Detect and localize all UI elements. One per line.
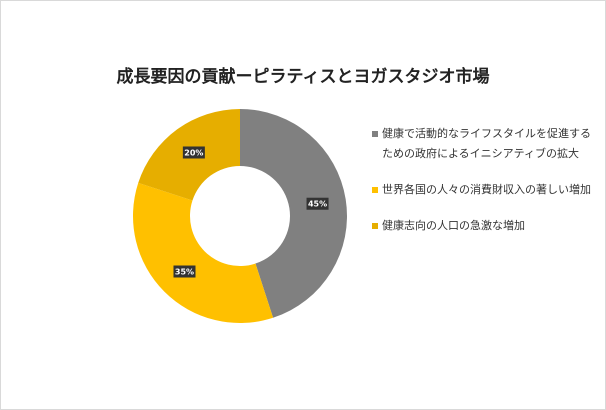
chart-legend: 健康で活動的なライフスタイルを促進するための政府によるイニシアティブの拡大 世界…	[372, 124, 592, 252]
legend-item: 世界各国の人々の消費財収入の著しい増加	[372, 180, 592, 200]
data-label: 35%	[173, 265, 196, 278]
data-label: 20%	[182, 146, 205, 159]
donut-slice	[240, 109, 348, 318]
legend-swatch	[372, 131, 378, 137]
legend-item: 健康志向の人口の急激な増加	[372, 216, 592, 236]
data-label-text: 35%	[175, 268, 194, 277]
data-label-text: 45%	[308, 200, 327, 209]
legend-swatch	[372, 223, 378, 229]
legend-label: 健康志向の人口の急激な増加	[382, 219, 525, 232]
data-label-box	[306, 197, 329, 210]
data-label-box	[173, 265, 196, 278]
legend-label: 健康で活動的なライフスタイルを促進するための政府によるイニシアティブの拡大	[382, 127, 591, 160]
legend-label: 世界各国の人々の消費財収入の著しい増加	[382, 183, 591, 196]
legend-swatch	[372, 187, 378, 193]
chart-title: 成長要因の貢献ーピラティスとヨガスタジオ市場	[116, 67, 490, 87]
legend-item: 健康で活動的なライフスタイルを促進するための政府によるイニシアティブの拡大	[372, 124, 592, 164]
data-label-box	[182, 146, 205, 159]
donut-slice	[132, 182, 274, 324]
data-label: 45%	[306, 197, 329, 210]
data-label-text: 20%	[184, 148, 203, 157]
